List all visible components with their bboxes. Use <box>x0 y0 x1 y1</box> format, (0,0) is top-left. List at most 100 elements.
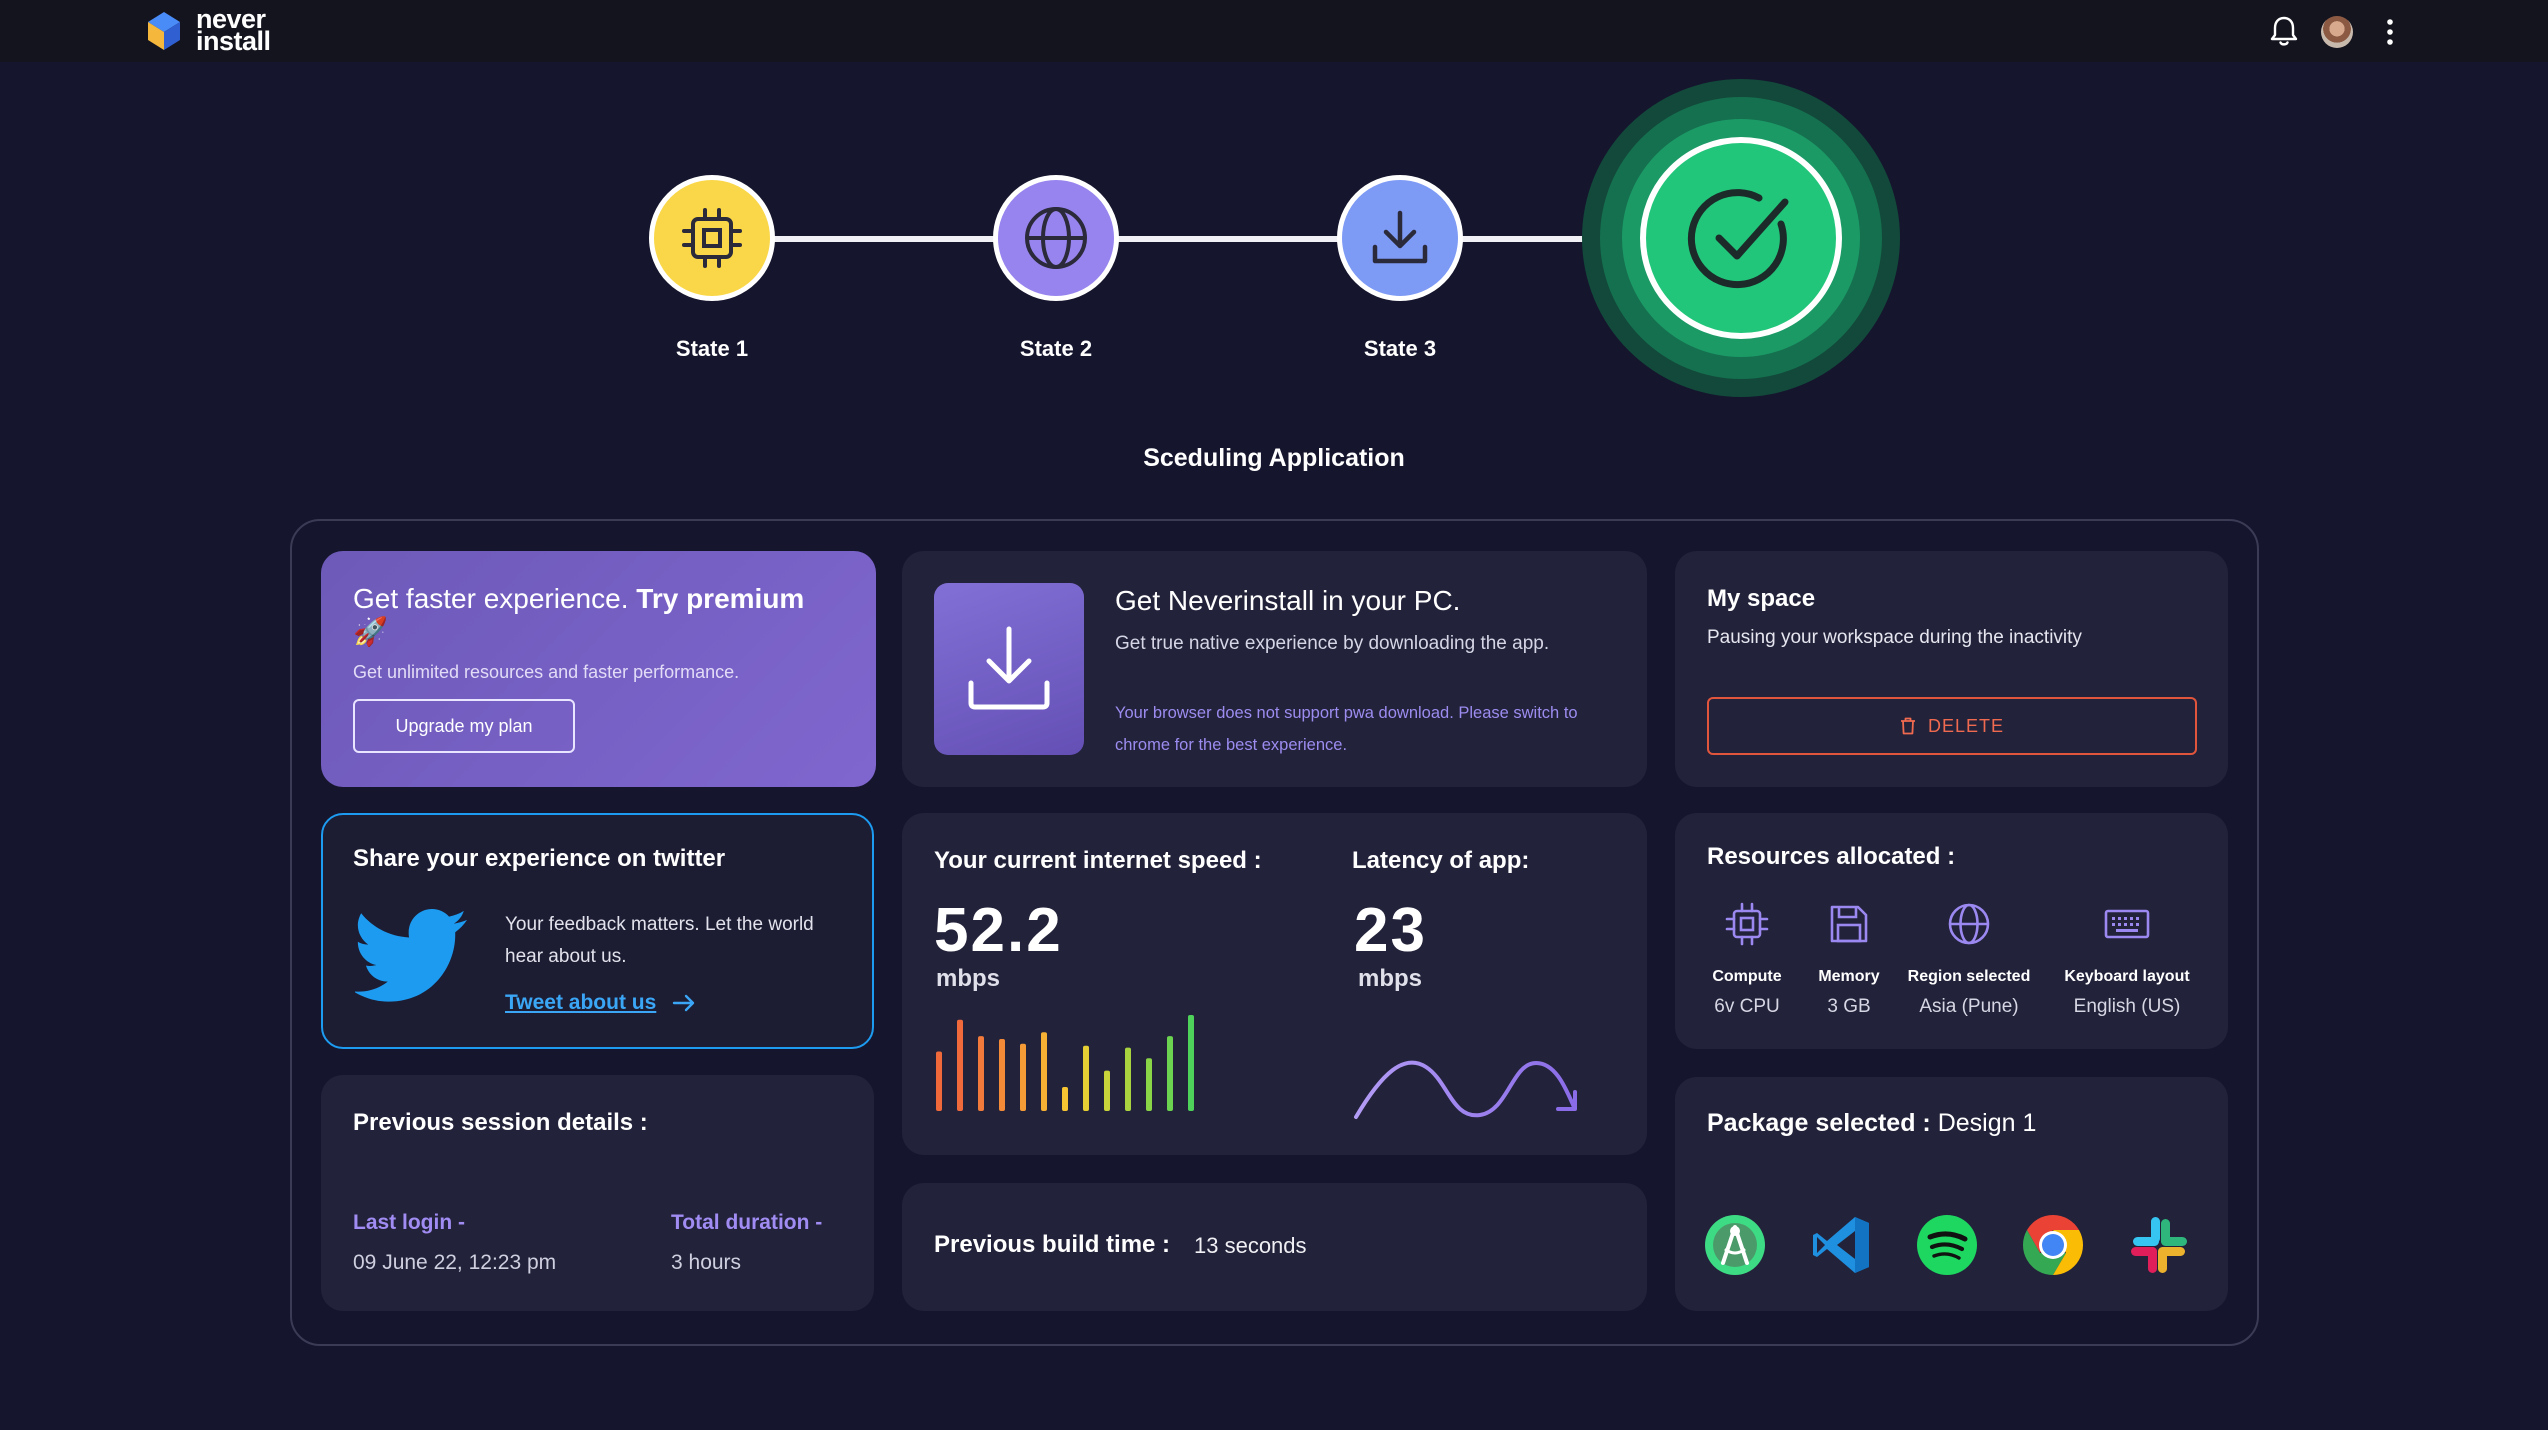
package-heading: Package selected : Design 1 <box>1707 1109 2196 1138</box>
speed-bar <box>978 1036 984 1111</box>
step-1[interactable] <box>649 175 775 301</box>
resource-region: Region selected Asia (Pune) <box>1889 901 2049 1018</box>
delete-workspace-button[interactable]: DELETE <box>1707 697 2197 755</box>
resource-memory: Memory 3 GB <box>1769 901 1929 1018</box>
download-note: Your browser does not support pwa downlo… <box>1115 704 1578 754</box>
speed-bar <box>1167 1036 1173 1111</box>
step-1-label: State 1 <box>675 336 749 361</box>
globe-icon <box>1025 207 1087 269</box>
chip-icon <box>1725 902 1769 946</box>
floppy-icon <box>1830 905 1868 943</box>
tweet-link[interactable]: Tweet about us <box>505 991 696 1015</box>
download-app-button[interactable] <box>934 583 1084 755</box>
build-time-label: Previous build time : <box>934 1231 1171 1258</box>
globe-icon <box>1948 903 1990 945</box>
arrow-right-icon <box>673 994 695 1012</box>
step-2-label: State 2 <box>1019 336 1093 361</box>
rocket-icon: 🚀 <box>353 616 388 647</box>
twitter-card: Share your experience on twitter Your fe… <box>321 813 874 1049</box>
package-apps <box>1703 1213 2191 1277</box>
logo-text: never install <box>196 4 271 56</box>
upgrade-plan-button[interactable]: Upgrade my plan <box>353 699 575 753</box>
resource-keyboard: Keyboard layout English (US) <box>2047 901 2207 1018</box>
internet-speed-label: Your current internet speed : <box>934 847 1262 874</box>
slack-icon[interactable] <box>2127 1213 2191 1277</box>
premium-title: Get faster experience. Try premium 🚀 <box>353 583 844 648</box>
latency-unit: mbps <box>1358 965 1423 992</box>
download-subtitle: Get true native experience by downloadin… <box>1115 633 1550 654</box>
package-label: Package selected : <box>1707 1109 1938 1137</box>
page-heading: Sceduling Application <box>1143 444 1405 472</box>
speed-bar <box>1104 1070 1110 1111</box>
speed-bar <box>1188 1015 1194 1111</box>
stepper-connector-2 <box>1113 236 1343 242</box>
logo-mark-icon <box>148 12 180 50</box>
download-icon <box>968 626 1050 710</box>
speed-bar <box>1125 1047 1131 1111</box>
android-studio-icon[interactable] <box>1703 1213 1767 1277</box>
download-title: Get Neverinstall in your PC. <box>1115 585 1461 616</box>
stepper-connector-3 <box>1457 236 1657 242</box>
step-3[interactable] <box>1337 175 1463 301</box>
latency-label: Latency of app: <box>1352 847 1530 874</box>
dashboard-panel <box>290 519 2259 1346</box>
resource-name: Memory <box>1818 968 1880 985</box>
resource-value: 6v CPU <box>1714 996 1780 1017</box>
speed-bar <box>957 1019 963 1111</box>
premium-title-light: Get faster experience. <box>353 583 637 614</box>
speed-bar <box>1062 1087 1068 1111</box>
speed-bar <box>936 1051 942 1111</box>
internet-speed-value: 52.2 <box>934 896 1063 965</box>
logo-line-1: never <box>196 4 266 34</box>
latency-value: 23 <box>1354 896 1427 965</box>
speed-bar-chart <box>936 1015 1194 1111</box>
more-vertical-icon[interactable] <box>2378 18 2402 46</box>
resources-card: Resources allocated : Compute 6v CPU Mem… <box>1675 813 2228 1049</box>
session-title: Previous session details : <box>353 1109 648 1136</box>
stepper-connector-1 <box>770 236 1000 242</box>
avatar[interactable] <box>2321 16 2353 48</box>
previous-session-card: Previous session details : Last login - … <box>321 1075 874 1311</box>
resource-compute: Compute 6v CPU <box>1667 901 1827 1018</box>
logo-line-2: install <box>196 26 271 56</box>
resource-name: Keyboard layout <box>2064 968 2190 985</box>
speed-bar <box>1146 1058 1152 1111</box>
twitter-icon <box>355 908 468 1002</box>
chip-icon <box>682 208 742 268</box>
speed-bar <box>999 1039 1005 1111</box>
step-3-label: State 3 <box>1363 336 1437 361</box>
duration-value: 3 hours <box>671 1251 742 1274</box>
chrome-icon[interactable] <box>2021 1213 2085 1277</box>
last-login-value: 09 June 22, 12:23 pm <box>353 1251 557 1274</box>
speed-bar <box>1041 1032 1047 1111</box>
keyboard-icon <box>2104 909 2150 939</box>
resource-value: 3 GB <box>1827 996 1871 1017</box>
trash-icon <box>1900 717 1915 735</box>
resource-value: Asia (Pune) <box>1919 996 2019 1017</box>
delete-label: DELETE <box>1927 715 2005 736</box>
speed-card: Your current internet speed : 52.2 mbps … <box>902 813 1647 1155</box>
vscode-icon[interactable] <box>1809 1213 1873 1277</box>
step-2[interactable] <box>993 175 1119 301</box>
bell-icon[interactable] <box>2268 14 2300 48</box>
internet-speed-unit: mbps <box>936 965 1001 992</box>
package-card: Package selected : Design 1 <box>1675 1077 2228 1311</box>
spotify-icon[interactable] <box>1915 1213 1979 1277</box>
my-space-title: My space <box>1707 585 1816 612</box>
build-time-card: Previous build time : 13 seconds <box>902 1183 1647 1311</box>
resource-name: Compute <box>1712 968 1782 985</box>
twitter-text: Your feedback matters. Let the world hea… <box>505 914 814 967</box>
my-space-subtitle: Pausing your workspace during the inacti… <box>1707 627 2082 648</box>
resource-name: Region selected <box>1907 968 2031 985</box>
twitter-title: Share your experience on twitter <box>353 845 726 872</box>
speed-bar <box>1020 1043 1026 1111</box>
latency-wave-chart <box>1354 1060 1577 1119</box>
my-space-card: My space Pausing your workspace during t… <box>1675 551 2228 787</box>
logo[interactable]: never install <box>144 4 271 56</box>
premium-card: Get faster experience. Try premium 🚀 Get… <box>321 551 876 787</box>
download-app-card: Get Neverinstall in your PC. Get true na… <box>902 551 1647 787</box>
resources-title: Resources allocated : <box>1707 843 1956 870</box>
build-time-value: 13 seconds <box>1194 1233 1307 1258</box>
check-icon <box>1687 189 1789 289</box>
step-done[interactable] <box>1640 137 1842 339</box>
